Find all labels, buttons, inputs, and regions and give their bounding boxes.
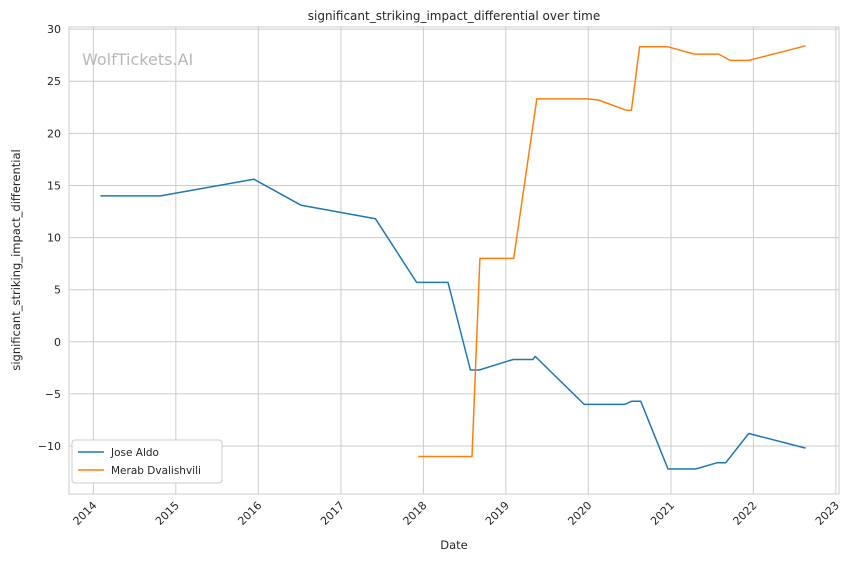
x-tick-label: 2016: [235, 499, 264, 528]
x-tick-label: 2015: [153, 499, 182, 528]
y-tick-label: 15: [47, 179, 61, 192]
y-tick-label: −10: [38, 440, 61, 453]
grid-lines: [69, 27, 839, 494]
x-tick-label: 2023: [813, 499, 842, 528]
series-lines: [100, 45, 806, 470]
x-tick-label: 2022: [731, 499, 760, 528]
x-tick-label: 2014: [71, 499, 100, 528]
y-tick-label: 0: [54, 336, 61, 349]
y-tick-label: −5: [45, 388, 61, 401]
x-tick-label: 2017: [318, 499, 347, 528]
x-axis-label: Date: [440, 538, 468, 552]
x-tick-label: 2019: [483, 499, 512, 528]
y-tick-label: 25: [47, 75, 61, 88]
plot-area: [68, 26, 840, 495]
series-line-merab-dvalishvili: [418, 45, 806, 458]
y-tick-label: 20: [47, 127, 61, 140]
legend-label-jose-aldo: Jose Aldo: [110, 447, 159, 459]
legend-label-merab-dvalishvili: Merab Dvalishvili: [111, 465, 201, 477]
chart-title: significant_striking_impact_differential…: [308, 9, 600, 23]
series-line-jose-aldo: [100, 178, 806, 470]
legend-box: [71, 439, 223, 484]
y-tick-label: 10: [47, 232, 61, 245]
y-tick-label: 30: [47, 23, 61, 36]
y-axis-label: significant_striking_impact_differential: [9, 149, 23, 370]
y-axis-ticks: −10 −5 0 5 10 15 20 25 30: [38, 23, 61, 453]
x-tick-label: 2021: [648, 499, 677, 528]
x-tick-label: 2020: [565, 499, 594, 528]
y-tick-label: 5: [54, 284, 61, 297]
legend: Jose Aldo Merab Dvalishvili: [71, 439, 223, 484]
watermark: WolfTickets.AI: [82, 50, 193, 69]
x-axis-ticks: 2014 2015 2016 2017 2018 2019 2020 2021 2022 2023: [71, 499, 842, 528]
x-tick-label: 2018: [401, 499, 430, 528]
